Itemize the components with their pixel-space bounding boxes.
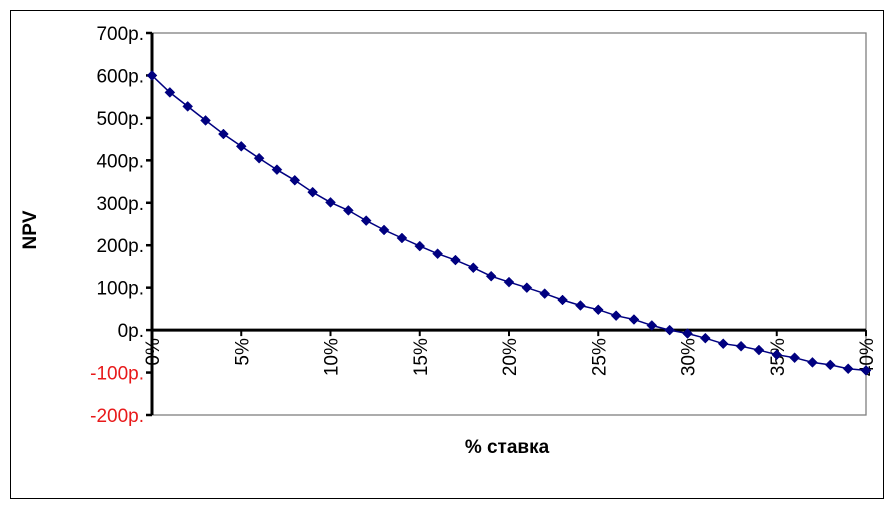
- x-tick-label: 25%: [589, 338, 610, 376]
- data-point: [664, 324, 676, 336]
- data-point: [592, 304, 604, 316]
- y-axis-title: NPV: [20, 210, 41, 249]
- chart-frame: 700р. 600р. 500р. 400р. 300р. 200р. 100р. 0р. -1…: [10, 10, 884, 499]
- data-point: [628, 314, 640, 325]
- npv-series: [146, 70, 872, 376]
- x-axis: 0%5%10%15%20%25%30%35%40%: [143, 328, 878, 376]
- data-point: [521, 282, 533, 294]
- y-tick-label: -200р.: [90, 406, 144, 427]
- data-point: [271, 164, 283, 176]
- data-point: [824, 359, 836, 371]
- x-tick-label: 40%: [857, 338, 878, 376]
- data-point: [450, 254, 461, 266]
- data-point: [485, 270, 497, 282]
- data-point: [646, 320, 658, 331]
- x-tick-label: 30%: [679, 338, 700, 376]
- data-point: [289, 174, 301, 186]
- data-point: [164, 87, 176, 98]
- data-point: [610, 310, 622, 322]
- y-tick-label: 200р.: [96, 236, 144, 257]
- data-point: [557, 294, 568, 306]
- data-point: [235, 140, 247, 152]
- npv-chart: 700р. 600р. 500р. 400р. 300р. 200р. 100р. 0р. -1…: [20, 24, 878, 458]
- data-point: [307, 186, 319, 198]
- data-point: [218, 128, 229, 140]
- data-point: [699, 332, 711, 344]
- data-point: [860, 365, 872, 376]
- x-tick-label: 20%: [500, 338, 521, 376]
- x-tick-label: 5%: [232, 338, 253, 366]
- x-tick-label: 0%: [143, 338, 164, 366]
- data-point: [467, 262, 479, 274]
- data-point: [503, 276, 515, 288]
- y-tick-label: 500р.: [96, 109, 144, 130]
- y-tick-label: -100р.: [90, 364, 144, 385]
- y-tick-label: 600р.: [96, 66, 144, 87]
- data-point: [575, 300, 586, 311]
- data-point: [360, 215, 372, 226]
- y-axis: 700р. 600р. 500р. 400р. 300р. 200р. 100р. 0р. -1…: [90, 24, 154, 427]
- data-point: [753, 344, 765, 356]
- data-point: [414, 240, 426, 252]
- data-point: [146, 70, 158, 81]
- data-point: [771, 349, 783, 361]
- data-point: [842, 363, 854, 375]
- y-tick-label: 300р.: [96, 194, 144, 215]
- data-point: [378, 224, 390, 236]
- data-point: [200, 115, 211, 126]
- data-point: [539, 288, 551, 299]
- x-axis-title: % ставка: [465, 437, 550, 458]
- data-point: [182, 101, 194, 112]
- y-tick-label: 100р.: [96, 279, 144, 300]
- data-point: [253, 152, 265, 164]
- data-point: [325, 196, 336, 208]
- data-point: [807, 357, 818, 368]
- data-point: [789, 352, 800, 364]
- y-tick-label: 0р.: [118, 321, 144, 342]
- x-tick-label: 10%: [322, 338, 343, 376]
- data-point: [735, 340, 747, 352]
- data-point: [717, 338, 729, 350]
- plot-area: [151, 32, 867, 416]
- data-point: [682, 328, 693, 339]
- x-tick-label: 15%: [411, 338, 432, 376]
- data-point: [432, 248, 443, 260]
- y-tick-label: 400р.: [96, 151, 144, 172]
- y-tick-label: 700р.: [96, 24, 144, 45]
- data-point: [342, 205, 354, 216]
- data-point: [396, 232, 408, 244]
